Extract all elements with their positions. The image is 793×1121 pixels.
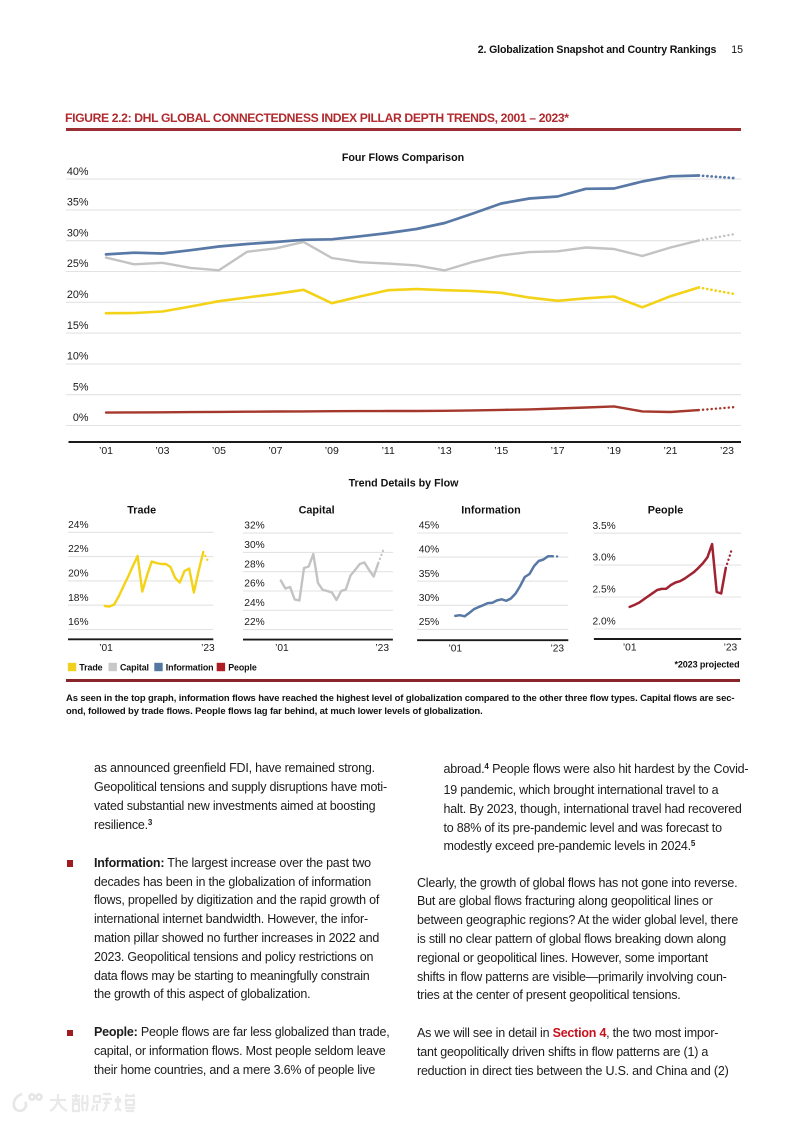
svg-text:’23: ’23 bbox=[550, 644, 564, 655]
svg-text:’15: ’15 bbox=[494, 445, 508, 457]
svg-text:35%: 35% bbox=[67, 197, 89, 209]
svg-text:’01: ’01 bbox=[99, 445, 113, 457]
svg-text:’07: ’07 bbox=[268, 445, 282, 457]
svg-text:40%: 40% bbox=[419, 545, 439, 556]
svg-text:2.0%: 2.0% bbox=[592, 617, 615, 628]
svg-text:’11: ’11 bbox=[382, 445, 395, 457]
svg-text:18%: 18% bbox=[68, 593, 88, 604]
svg-text:’05: ’05 bbox=[212, 445, 226, 457]
svg-text:15%: 15% bbox=[67, 320, 89, 332]
svg-text:Capital: Capital bbox=[120, 662, 149, 672]
svg-text:26%: 26% bbox=[244, 579, 264, 590]
svg-text:’09: ’09 bbox=[325, 445, 339, 457]
svg-text:30%: 30% bbox=[419, 593, 439, 604]
svg-text:30%: 30% bbox=[244, 540, 264, 551]
svg-text:32%: 32% bbox=[244, 521, 264, 532]
svg-text:22%: 22% bbox=[68, 544, 88, 555]
svg-text:20%: 20% bbox=[67, 289, 89, 301]
svg-text:3.0%: 3.0% bbox=[592, 553, 615, 564]
svg-text:2.5%: 2.5% bbox=[592, 585, 615, 596]
svg-text:’01: ’01 bbox=[275, 643, 289, 654]
svg-text:’23: ’23 bbox=[724, 643, 738, 654]
svg-text:40%: 40% bbox=[67, 166, 89, 178]
svg-text:35%: 35% bbox=[419, 569, 439, 580]
svg-text:’19: ’19 bbox=[607, 445, 621, 457]
svg-text:’23: ’23 bbox=[720, 445, 734, 457]
svg-text:3.5%: 3.5% bbox=[592, 521, 615, 532]
svg-text:’01: ’01 bbox=[623, 643, 637, 654]
svg-text:’13: ’13 bbox=[438, 445, 452, 457]
svg-text:20%: 20% bbox=[68, 569, 88, 580]
svg-text:’03: ’03 bbox=[155, 445, 169, 457]
svg-text:10%: 10% bbox=[67, 351, 89, 363]
svg-text:45%: 45% bbox=[419, 521, 439, 532]
svg-text:Information: Information bbox=[461, 505, 520, 517]
svg-text:22%: 22% bbox=[244, 617, 264, 628]
svg-text:0%: 0% bbox=[73, 412, 89, 424]
svg-text:Information: Information bbox=[166, 662, 214, 672]
svg-text:Four Flows Comparison: Four Flows Comparison bbox=[342, 152, 464, 164]
svg-text:Trend Details by Flow: Trend Details by Flow bbox=[349, 478, 460, 490]
svg-text:24%: 24% bbox=[68, 520, 88, 531]
svg-text:Capital: Capital bbox=[299, 505, 335, 517]
svg-text:’21: ’21 bbox=[663, 445, 677, 457]
svg-text:’23: ’23 bbox=[201, 643, 215, 654]
svg-text:5%: 5% bbox=[73, 381, 89, 393]
svg-text:Trade: Trade bbox=[127, 505, 156, 517]
svg-text:16%: 16% bbox=[68, 617, 88, 628]
svg-text:’01: ’01 bbox=[99, 643, 113, 654]
svg-text:Trade: Trade bbox=[79, 662, 102, 672]
svg-text:’01: ’01 bbox=[448, 644, 462, 655]
svg-text:’23: ’23 bbox=[375, 643, 389, 654]
svg-text:People: People bbox=[648, 505, 683, 517]
svg-text:*2023 projected: *2023 projected bbox=[674, 660, 739, 670]
svg-text:’17: ’17 bbox=[551, 445, 565, 457]
svg-text:30%: 30% bbox=[67, 227, 89, 239]
svg-text:25%: 25% bbox=[419, 617, 439, 628]
svg-text:28%: 28% bbox=[244, 559, 264, 570]
svg-text:24%: 24% bbox=[244, 598, 264, 609]
svg-text:People: People bbox=[228, 662, 257, 672]
svg-text:25%: 25% bbox=[67, 258, 89, 270]
